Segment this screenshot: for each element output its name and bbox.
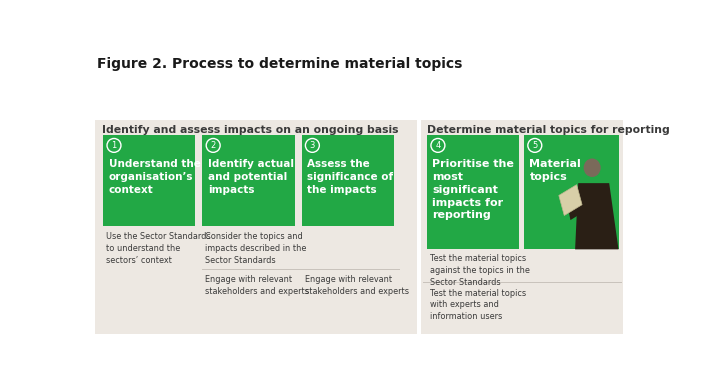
Text: Test the material topics
with experts and
information users: Test the material topics with experts an… — [430, 289, 526, 321]
Text: Use the Sector Standards
to understand the
sectors’ context: Use the Sector Standards to understand t… — [107, 232, 211, 265]
Ellipse shape — [584, 159, 601, 177]
FancyBboxPatch shape — [103, 136, 196, 226]
FancyBboxPatch shape — [421, 120, 623, 334]
Text: Engage with relevant
stakeholders and experts: Engage with relevant stakeholders and ex… — [305, 275, 409, 296]
Text: Identify actual
and potential
impacts: Identify actual and potential impacts — [207, 159, 294, 195]
Text: Consider the topics and
impacts described in the
Sector Standards: Consider the topics and impacts describe… — [205, 232, 307, 265]
Text: Determine material topics for reporting: Determine material topics for reporting — [427, 126, 670, 136]
Text: 2: 2 — [210, 141, 216, 150]
Text: 4: 4 — [435, 141, 440, 150]
FancyBboxPatch shape — [95, 120, 417, 334]
Text: Understand the
organisation’s
context: Understand the organisation’s context — [109, 159, 200, 195]
Polygon shape — [575, 183, 618, 249]
Polygon shape — [559, 185, 582, 215]
Text: 1: 1 — [111, 141, 116, 150]
FancyBboxPatch shape — [524, 136, 618, 249]
FancyBboxPatch shape — [427, 136, 519, 249]
Text: Prioritise the
most
significant
impacts for
reporting: Prioritise the most significant impacts … — [433, 159, 515, 220]
Text: Figure 2. Process to determine material topics: Figure 2. Process to determine material … — [97, 57, 462, 71]
Polygon shape — [567, 193, 583, 220]
Text: 5: 5 — [532, 141, 538, 150]
FancyBboxPatch shape — [203, 136, 294, 226]
FancyBboxPatch shape — [301, 136, 394, 226]
Text: 3: 3 — [310, 141, 315, 150]
Text: Engage with relevant
stakeholders and experts: Engage with relevant stakeholders and ex… — [205, 275, 309, 296]
Text: Identify and assess impacts on an ongoing basis: Identify and assess impacts on an ongoin… — [102, 126, 398, 136]
Text: Test the material topics
against the topics in the
Sector Standards: Test the material topics against the top… — [430, 254, 530, 286]
Text: Material
topics: Material topics — [529, 159, 581, 182]
Text: Assess the
significance of
the impacts: Assess the significance of the impacts — [307, 159, 393, 195]
